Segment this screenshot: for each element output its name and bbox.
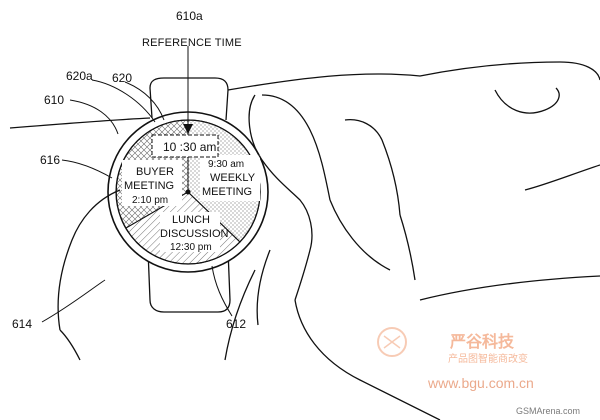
lunch-discussion-line1: LUNCH (172, 214, 210, 226)
watch-band (147, 77, 231, 313)
watermark-credit: GSMArena.com (516, 406, 580, 416)
ref-number-612: 612 (226, 317, 246, 331)
lunch-discussion-time: 12:30 pm (170, 242, 212, 253)
lunch-discussion-line2: DISCUSSION (160, 228, 229, 240)
current-time: 10 :30 am (163, 140, 216, 154)
weekly-meeting-line2: MEETING (202, 186, 252, 198)
hand-fingers (57, 94, 441, 420)
buyer-meeting-line1: BUYER (136, 166, 174, 178)
reference-time-label: REFERENCE TIME (142, 37, 242, 49)
buyer-meeting-time: 2:10 pm (132, 195, 168, 206)
time-box (151, 134, 219, 158)
watermark-brand: 严谷科技 (449, 332, 515, 351)
watermark-logo (377, 327, 407, 357)
weekly-meeting-time: 9:30 am (208, 159, 244, 170)
watermark-site: www.bgu.com.cn (427, 375, 534, 391)
ref-number-620: 620 (112, 71, 132, 85)
weekly-meeting-line1: WEEKLY (210, 172, 256, 184)
ref-number-616: 616 (40, 153, 60, 167)
buyer-meeting-line2: MEETING (124, 180, 174, 192)
ref-number-614: 614 (12, 317, 32, 331)
wrist-outline (9, 61, 600, 301)
ref-number-620a: 620a (66, 69, 93, 83)
watermark-tagline: 产品图智能商改变 (448, 352, 528, 365)
watch-face (107, 111, 269, 273)
ref-number-610a: 610a (176, 9, 203, 23)
leader-lines (41, 46, 233, 323)
ref-number-610: 610 (44, 93, 64, 107)
